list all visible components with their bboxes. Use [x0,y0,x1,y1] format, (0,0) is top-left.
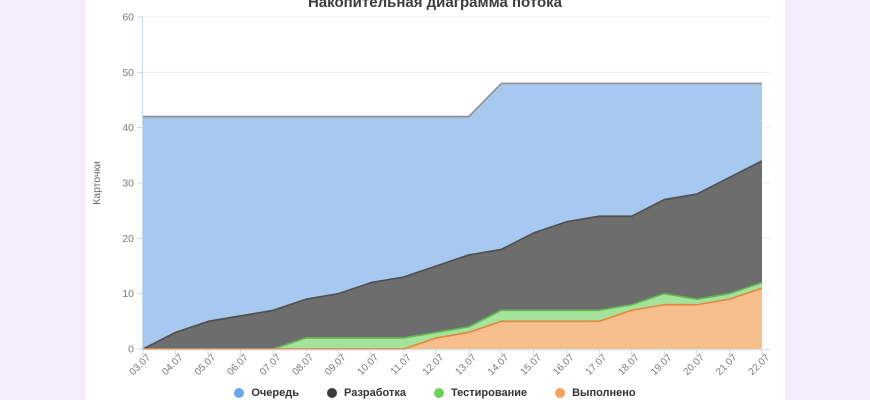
chart-legend: Очередь Разработка Тестирование Выполнено [85,387,785,399]
legend-label: Тестирование [451,387,528,399]
x-tick-label-12.07: 12.07 [421,352,447,378]
area-border-Очередь [143,82,762,118]
axes [137,16,770,355]
x-tick-label-15.07: 15.07 [519,352,545,378]
chart-title: Накопительная диаграмма потока [308,0,563,11]
y-tick-label-10: 10 [122,288,134,300]
x-tick-label-13.07: 13.07 [453,352,479,378]
chart-panel: 0 10 20 30 40 50 60 03.07 04.07 05.07 06.07 07.07 08… [85,0,785,400]
stacked-areas [142,82,763,350]
legend-dot-icon [234,388,245,398]
legend-item-1[interactable]: Очередь [234,387,299,399]
y-tick-label-50: 50 [122,67,134,79]
y-tick-label-40: 40 [122,122,134,134]
x-tick-label-11.07: 11.07 [389,352,414,377]
cumulative-flow-chart[interactable]: 0 10 20 30 40 50 60 03.07 04.07 05.07 06.07 07.07 08… [85,0,785,400]
legend-label: Выполнено [572,387,636,399]
x-tick-label-19.07: 19.07 [649,352,675,378]
legend-item-3[interactable]: Тестирование [434,387,527,399]
area-Выполнено [143,288,762,349]
x-tick-label-17.07: 17.07 [584,352,610,378]
y-axis-title: Карточки [91,161,103,205]
x-tick-label-22.07: 22.07 [747,352,773,378]
x-tick-label-10.07: 10.07 [356,352,382,378]
x-tick-label-14.07: 14.07 [486,352,512,378]
x-tick-label-04.07: 04.07 [160,352,186,378]
y-tick-label-30: 30 [122,178,134,190]
area-border-Разработка [142,160,763,350]
x-tick-label-06.07: 06.07 [225,352,251,378]
legend-label: Очередь [251,387,299,399]
y-tick-label-0: 0 [128,344,134,356]
x-tick-label-03.07: 03.07 [128,352,154,378]
legend-item-4[interactable]: Выполнено [555,387,636,399]
legend-dot-icon [434,388,444,398]
x-tick-label-08.07: 08.07 [291,352,317,378]
x-tick-label-05.07: 05.07 [193,352,219,378]
legend-dot-icon [555,388,566,398]
x-tick-label-21.07: 21.07 [714,352,740,378]
y-tick-label-20: 20 [122,233,134,245]
x-tick-label-16.07: 16.07 [551,352,577,378]
legend-label: Разработка [344,387,406,399]
legend-item-2[interactable]: Разработка [327,387,406,399]
x-tick-label-09.07: 09.07 [323,352,349,378]
x-tick-label-18.07: 18.07 [616,352,642,378]
area-border-Выполнено [143,287,763,350]
x-tick-label-07.07: 07.07 [258,352,284,378]
x-tick-label-20.07: 20.07 [681,352,707,378]
legend-dot-icon [327,388,337,398]
y-tick-label-60: 60 [122,12,134,24]
